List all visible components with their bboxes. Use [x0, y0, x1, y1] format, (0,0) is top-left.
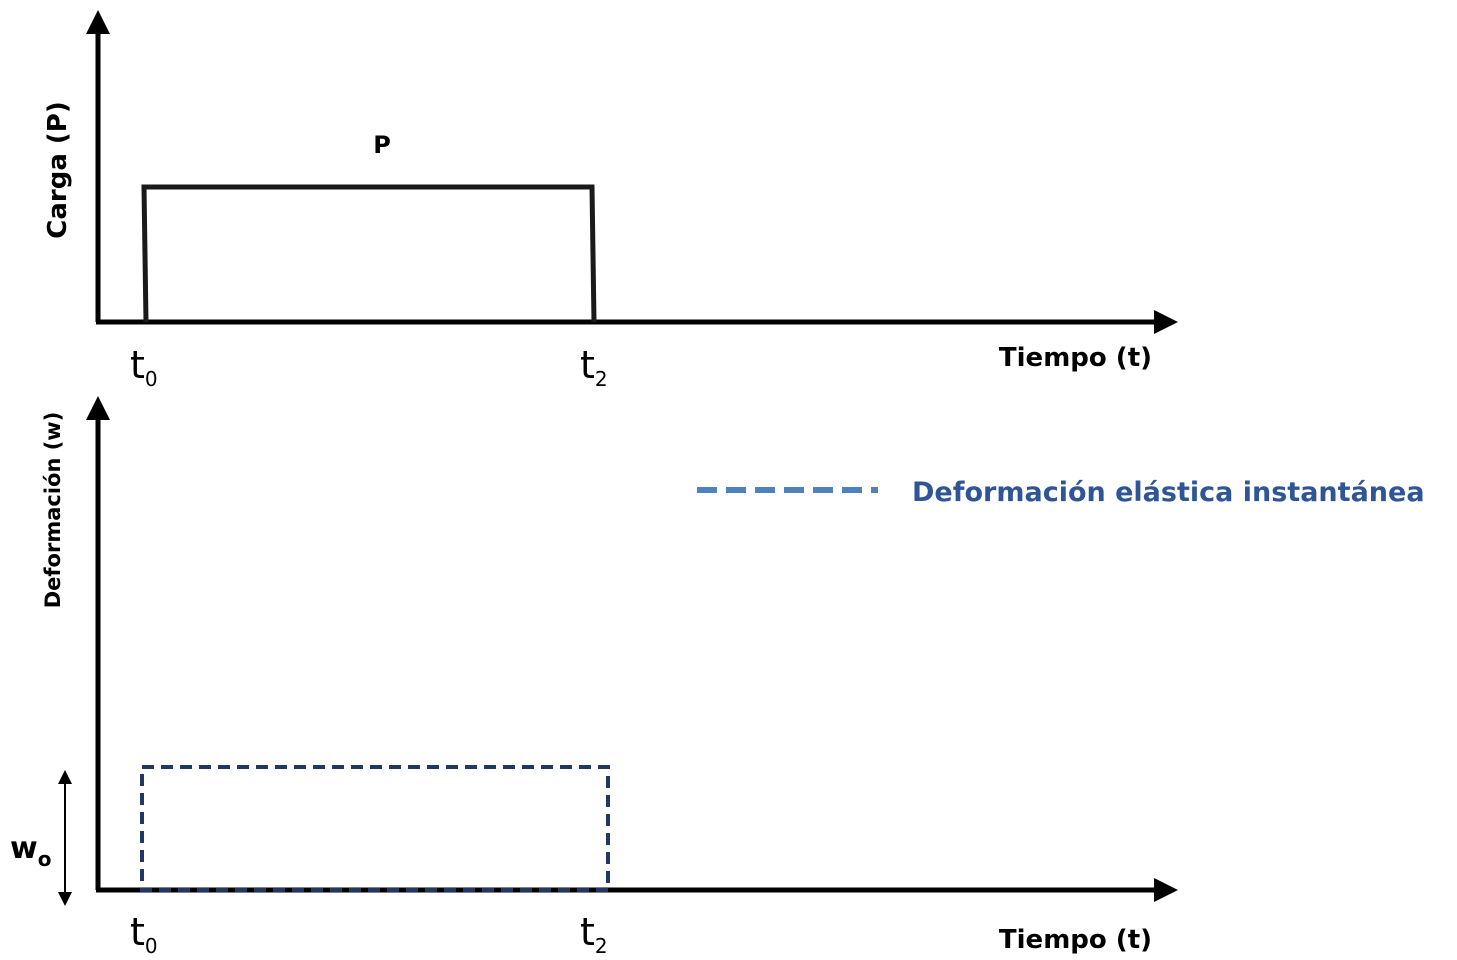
load-chart: P Carga (P) Tiempo (t) t0 t2: [43, 10, 1178, 391]
w0-label: wo: [10, 831, 51, 871]
load-pulse-line: [141, 184, 597, 323]
load-tick-t0-base: t: [130, 343, 145, 387]
deformation-y-axis-label: Deformación (w): [41, 412, 65, 609]
deformation-tick-t2-base: t: [580, 910, 595, 954]
load-x-axis-label: Tiempo (t): [999, 343, 1152, 373]
elastic-deformation-rect: [140, 765, 610, 892]
load-y-axis-label: Carga (P): [43, 101, 73, 238]
load-tick-t2-base: t: [580, 343, 595, 387]
load-y-axis-arrow-icon: [86, 10, 110, 34]
deformation-x-axis-label: Tiempo (t): [999, 925, 1152, 955]
deformation-tick-t0-sub: 0: [145, 934, 158, 958]
deformation-tick-t0-base: t: [130, 910, 145, 954]
deformation-tick-t2: t2: [580, 910, 608, 958]
w0-label-sub: o: [38, 847, 52, 871]
deformation-y-axis-arrow-icon: [86, 396, 110, 420]
w0-label-base: w: [10, 831, 38, 866]
legend: Deformación elástica instantánea: [697, 477, 1425, 508]
deformation-x-axis-arrow-icon: [1154, 878, 1178, 902]
load-tick-t2: t2: [580, 343, 608, 391]
legend-label: Deformación elástica instantánea: [912, 477, 1425, 508]
deformation-tick-t0: t0: [130, 910, 158, 958]
load-tick-t2-sub: 2: [595, 367, 608, 391]
w0-arrow-down-icon: [58, 892, 72, 906]
deformation-chart: wo Deformación (w) Tiempo (t) t0 t2 Defo…: [10, 396, 1425, 958]
load-tick-t0: t0: [130, 343, 158, 391]
load-x-axis-arrow-icon: [1154, 310, 1178, 334]
deformation-tick-t2-sub: 2: [595, 934, 608, 958]
load-label: P: [373, 131, 391, 159]
load-tick-t0-sub: 0: [145, 367, 158, 391]
w0-arrow-up-icon: [58, 770, 72, 784]
